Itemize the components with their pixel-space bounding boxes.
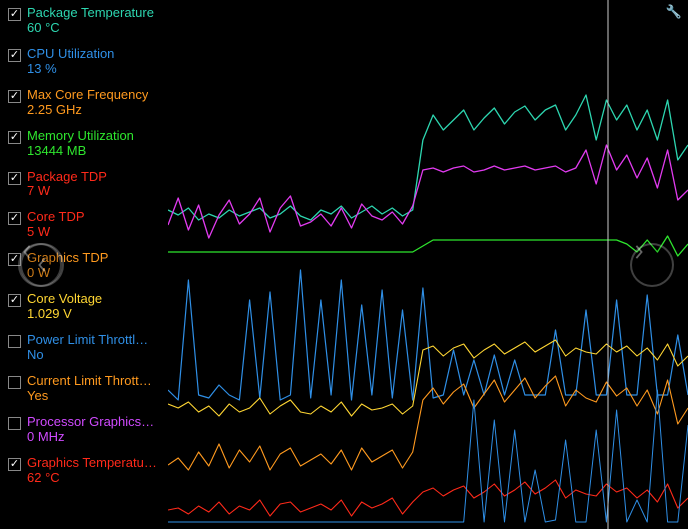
metric-name: Package TDP [27,170,107,185]
metric-name: Package Temperature [27,6,154,21]
metric-name: Memory Utilization [27,129,134,144]
metric-name: Power Limit Throttl… [27,333,148,348]
metric-checkbox-cpu-util[interactable] [8,49,21,62]
metric-value: 62 °C [27,471,157,486]
metric-cpu-util: CPU Utilization13 % [8,47,168,77]
chart-area[interactable] [168,0,688,529]
metric-value: 0 MHz [27,430,154,445]
settings-icon[interactable]: 🔧 [666,4,682,20]
chart-canvas [168,0,688,529]
metric-value: 13444 MB [27,144,134,159]
metric-name: Processor Graphics… [27,415,154,430]
metric-checkbox-max-freq[interactable] [8,90,21,103]
metric-value: Yes [27,389,152,404]
metric-name: Core TDP [27,210,85,225]
metric-name: CPU Utilization [27,47,114,62]
metric-checkbox-pwr-limit[interactable] [8,335,21,348]
metric-name: Max Core Frequency [27,88,148,103]
metric-pkg-tdp: Package TDP7 W [8,170,168,200]
metric-checkbox-cur-limit[interactable] [8,376,21,389]
chart-next-button[interactable] [630,243,674,287]
metric-checkbox-pkg-temp[interactable] [8,8,21,21]
metric-value: No [27,348,148,363]
metric-max-freq: Max Core Frequency2.25 GHz [8,88,168,118]
metric-checkbox-core-tdp[interactable] [8,212,21,225]
metric-core-volt: Core Voltage1.029 V [8,292,168,322]
metric-value: 60 °C [27,21,154,36]
metric-pwr-limit: Power Limit Throttl…No [8,333,168,363]
metric-cur-limit: Current Limit Thrott…Yes [8,374,168,404]
metric-mem-util: Memory Utilization13444 MB [8,129,168,159]
metric-checkbox-core-volt[interactable] [8,294,21,307]
metric-checkbox-mem-util[interactable] [8,131,21,144]
metric-value: 1.029 V [27,307,102,322]
metric-value: 5 W [27,225,85,240]
metric-core-tdp: Core TDP5 W [8,210,168,240]
metric-name: Graphics Temperatu… [27,456,157,471]
metric-name: Current Limit Thrott… [27,374,152,389]
metric-proc-gfx: Processor Graphics…0 MHz [8,415,168,445]
metric-gfx-temp: Graphics Temperatu…62 °C [8,456,168,486]
metric-value: 2.25 GHz [27,103,148,118]
metric-checkbox-gfx-temp[interactable] [8,458,21,471]
metric-checkbox-proc-gfx[interactable] [8,417,21,430]
metric-pkg-temp: Package Temperature60 °C [8,6,168,36]
metric-checkbox-pkg-tdp[interactable] [8,172,21,185]
metric-name: Core Voltage [27,292,102,307]
metric-value: 7 W [27,184,107,199]
app-root: Package Temperature60 °CCPU Utilization1… [0,0,688,529]
metric-value: 13 % [27,62,114,77]
chart-prev-button-outer[interactable] [20,243,64,287]
